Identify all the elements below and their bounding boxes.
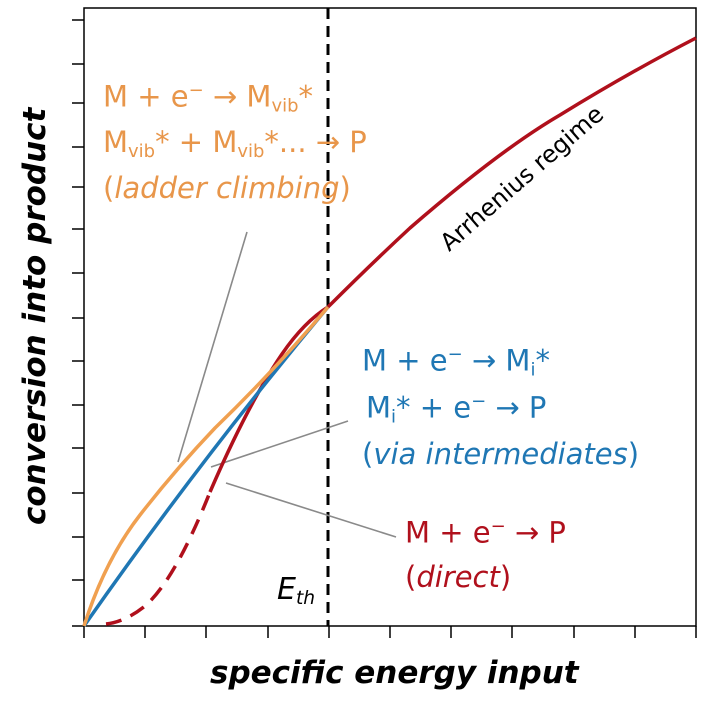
intermediates-leader <box>210 420 349 468</box>
ladder-line-2: Mvib* + Mvib*... → P <box>103 125 367 163</box>
direct-caption: (direct) <box>405 560 512 594</box>
direct-curve-dashed <box>105 491 212 626</box>
leader-lines <box>177 231 397 538</box>
intermediates-line-2: Mi* + e− → P <box>366 390 547 428</box>
intermediates-caption: (via intermediates) <box>362 437 640 471</box>
direct-leader <box>225 482 397 538</box>
ladder-caption: (ladder climbing) <box>103 171 351 205</box>
y-axis-title: conversion into product <box>17 107 53 525</box>
ladder-line-1: M + e− → Mvib* <box>103 79 313 117</box>
ladder-leader <box>177 231 248 463</box>
y-axis-ticks <box>72 19 84 627</box>
threshold-label: Eth <box>277 572 316 610</box>
intermediates-line-1: M + e− → Mi* <box>362 343 550 381</box>
ladder-curve <box>82 305 330 627</box>
x-axis-title: specific energy input <box>210 655 579 691</box>
x-axis-ticks <box>83 626 697 638</box>
direct-line-1: M + e− → P <box>405 515 566 550</box>
